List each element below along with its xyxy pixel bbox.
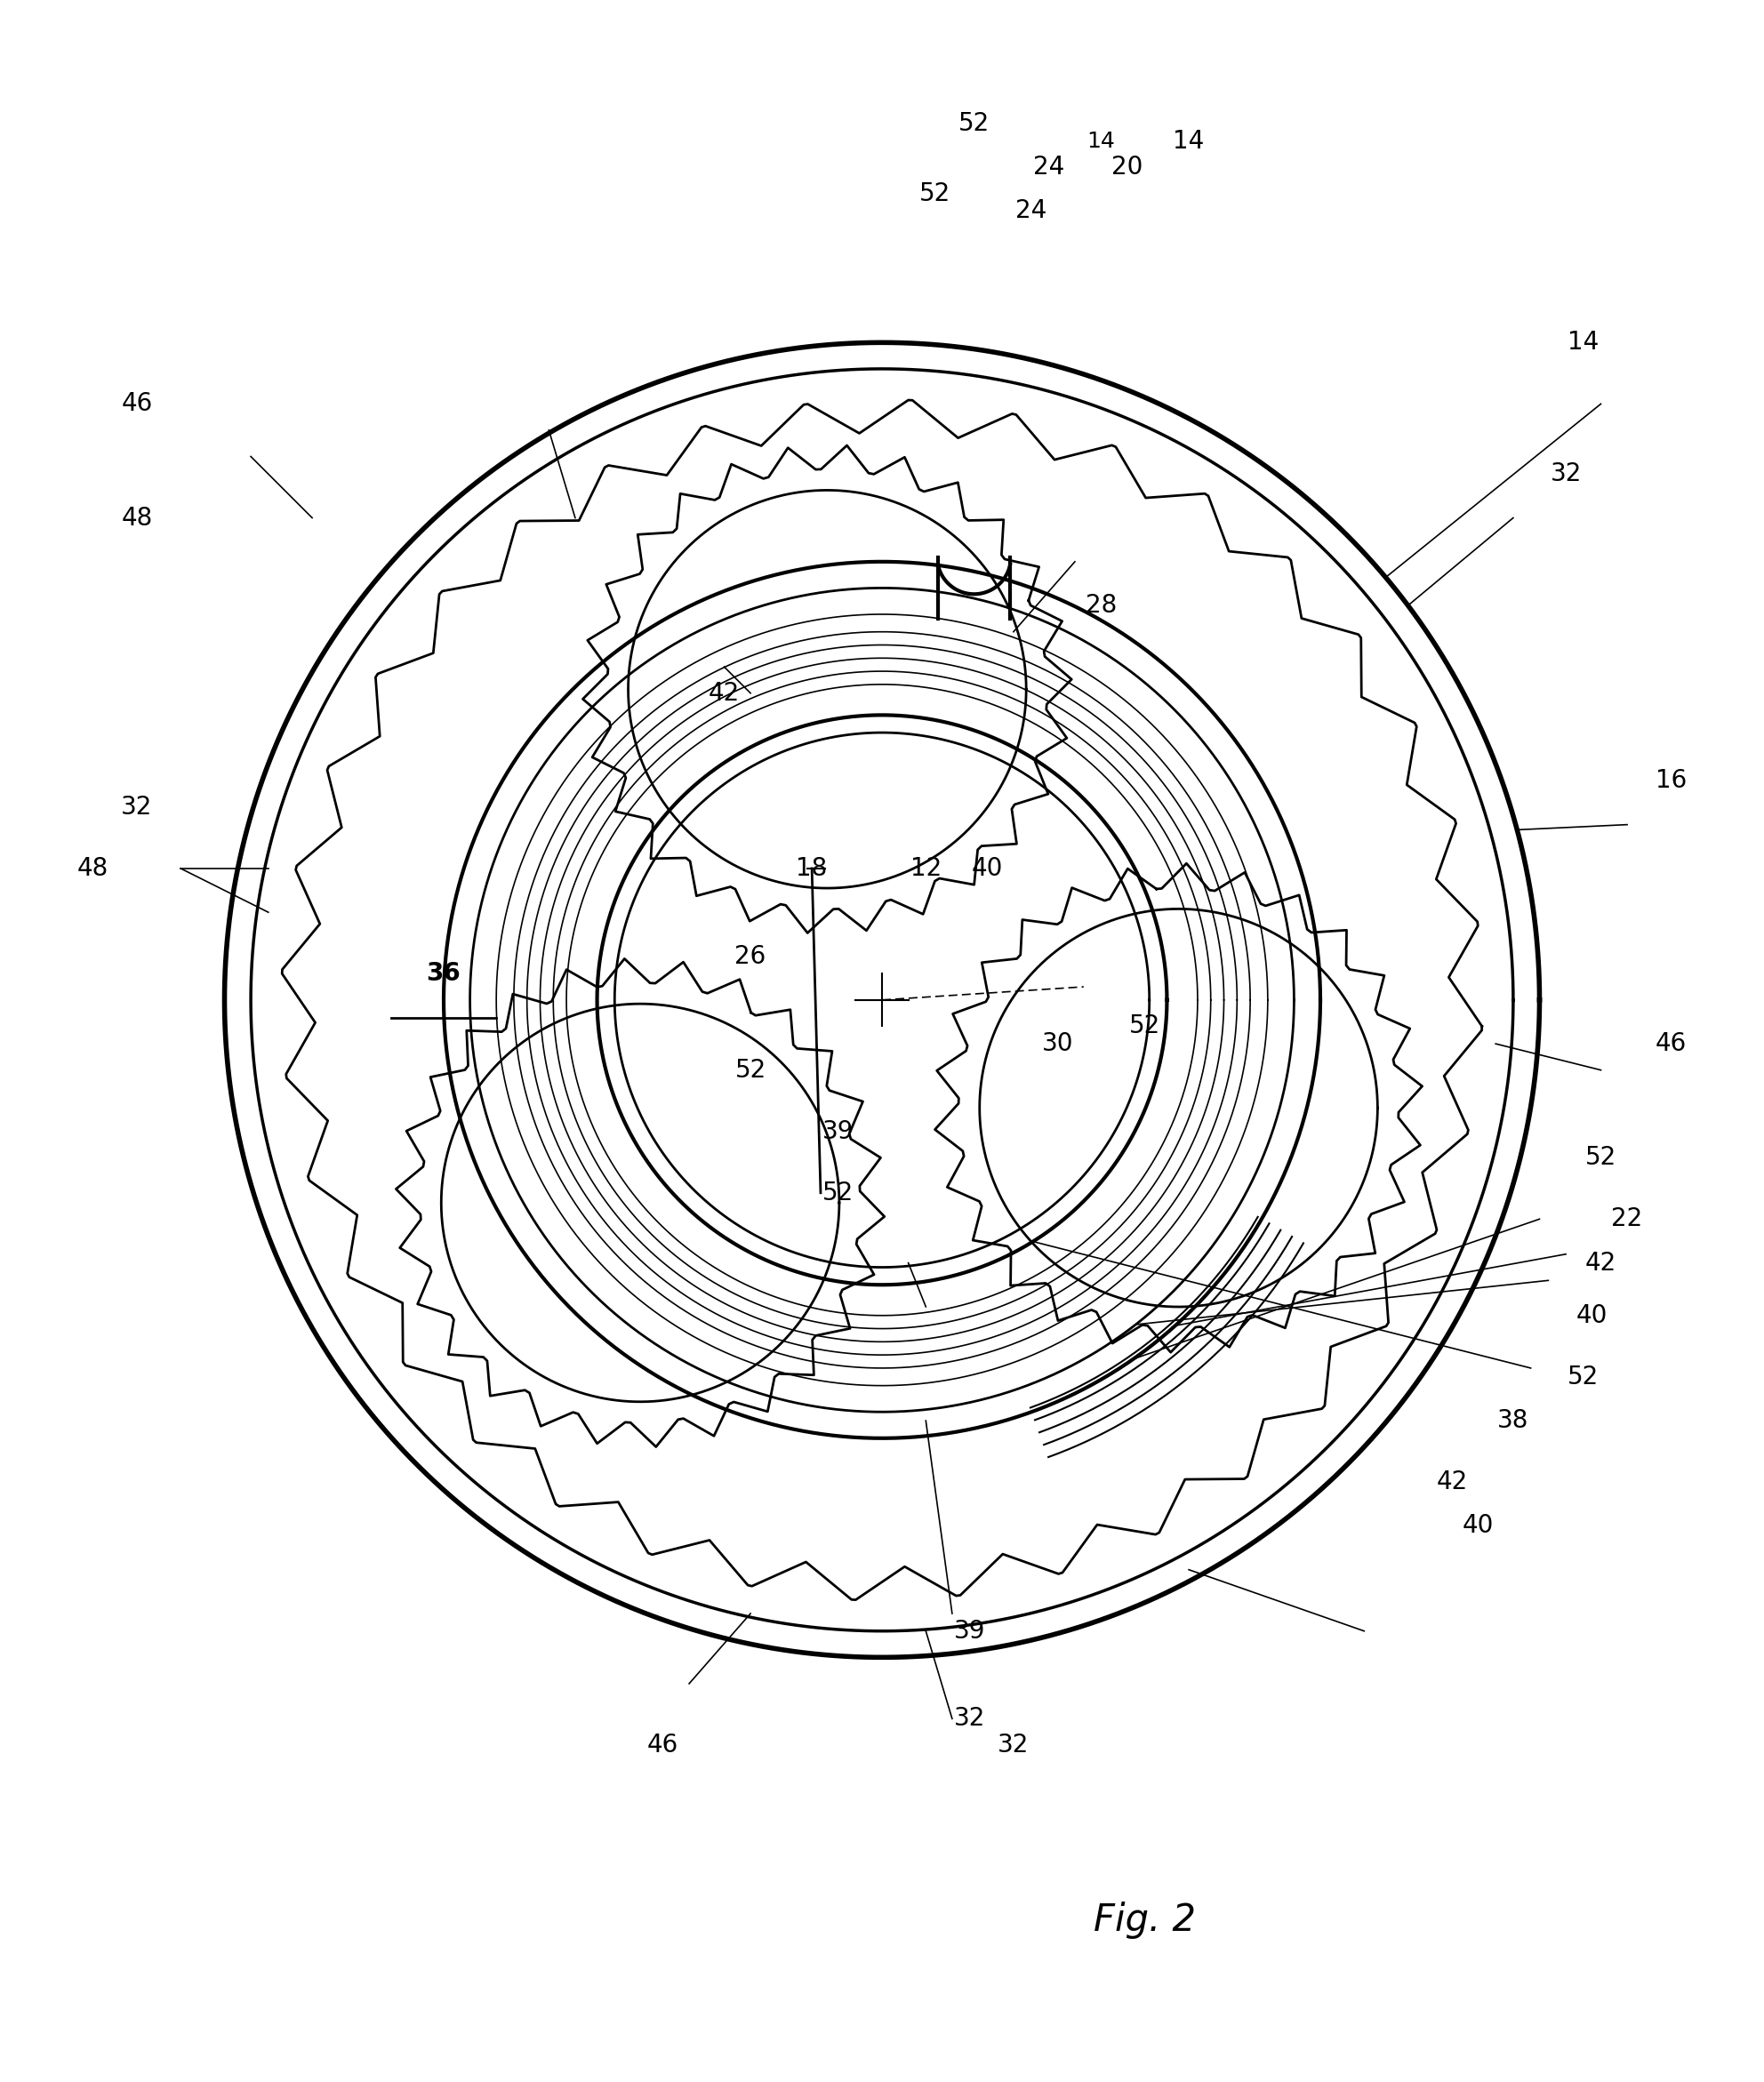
Text: 42: 42 (1436, 1470, 1468, 1495)
Text: 52: 52 (958, 110, 990, 135)
Text: 16: 16 (1655, 768, 1686, 793)
Text: 26: 26 (736, 943, 766, 968)
Text: 14: 14 (1173, 129, 1205, 154)
Text: 52: 52 (1129, 1014, 1161, 1039)
Text: 14: 14 (1568, 331, 1598, 356)
Text: 24: 24 (1034, 154, 1064, 179)
Text: 46: 46 (122, 391, 152, 416)
Text: 14: 14 (1087, 131, 1115, 152)
Text: 28: 28 (1085, 593, 1117, 618)
Text: 32: 32 (122, 795, 152, 820)
Text: 48: 48 (78, 856, 109, 881)
Text: 18: 18 (796, 856, 827, 881)
Text: 32: 32 (954, 1707, 986, 1730)
Text: 52: 52 (1568, 1364, 1598, 1389)
Text: 40: 40 (972, 856, 1004, 881)
Text: 38: 38 (1498, 1407, 1529, 1432)
Text: 46: 46 (1655, 1031, 1686, 1056)
Text: 52: 52 (1586, 1145, 1616, 1170)
Text: 22: 22 (1612, 1208, 1642, 1233)
Text: 52: 52 (919, 181, 951, 206)
Text: 52: 52 (822, 1180, 854, 1205)
Text: 39: 39 (954, 1618, 986, 1643)
Text: 40: 40 (1577, 1303, 1607, 1328)
Text: 40: 40 (1462, 1514, 1494, 1539)
Text: 39: 39 (822, 1118, 854, 1143)
Text: 32: 32 (1551, 462, 1582, 487)
Text: 30: 30 (1041, 1031, 1073, 1056)
Text: 42: 42 (709, 681, 739, 706)
Text: 52: 52 (736, 1058, 766, 1083)
Text: 20: 20 (1111, 154, 1143, 179)
Text: 32: 32 (998, 1732, 1028, 1757)
Text: 42: 42 (1586, 1251, 1616, 1276)
Text: 46: 46 (647, 1732, 679, 1757)
Text: 12: 12 (910, 856, 942, 881)
Text: 48: 48 (122, 506, 152, 531)
Text: 24: 24 (1016, 198, 1046, 223)
Text: 36: 36 (427, 962, 460, 987)
Text: Fig. 2: Fig. 2 (1094, 1901, 1196, 1938)
